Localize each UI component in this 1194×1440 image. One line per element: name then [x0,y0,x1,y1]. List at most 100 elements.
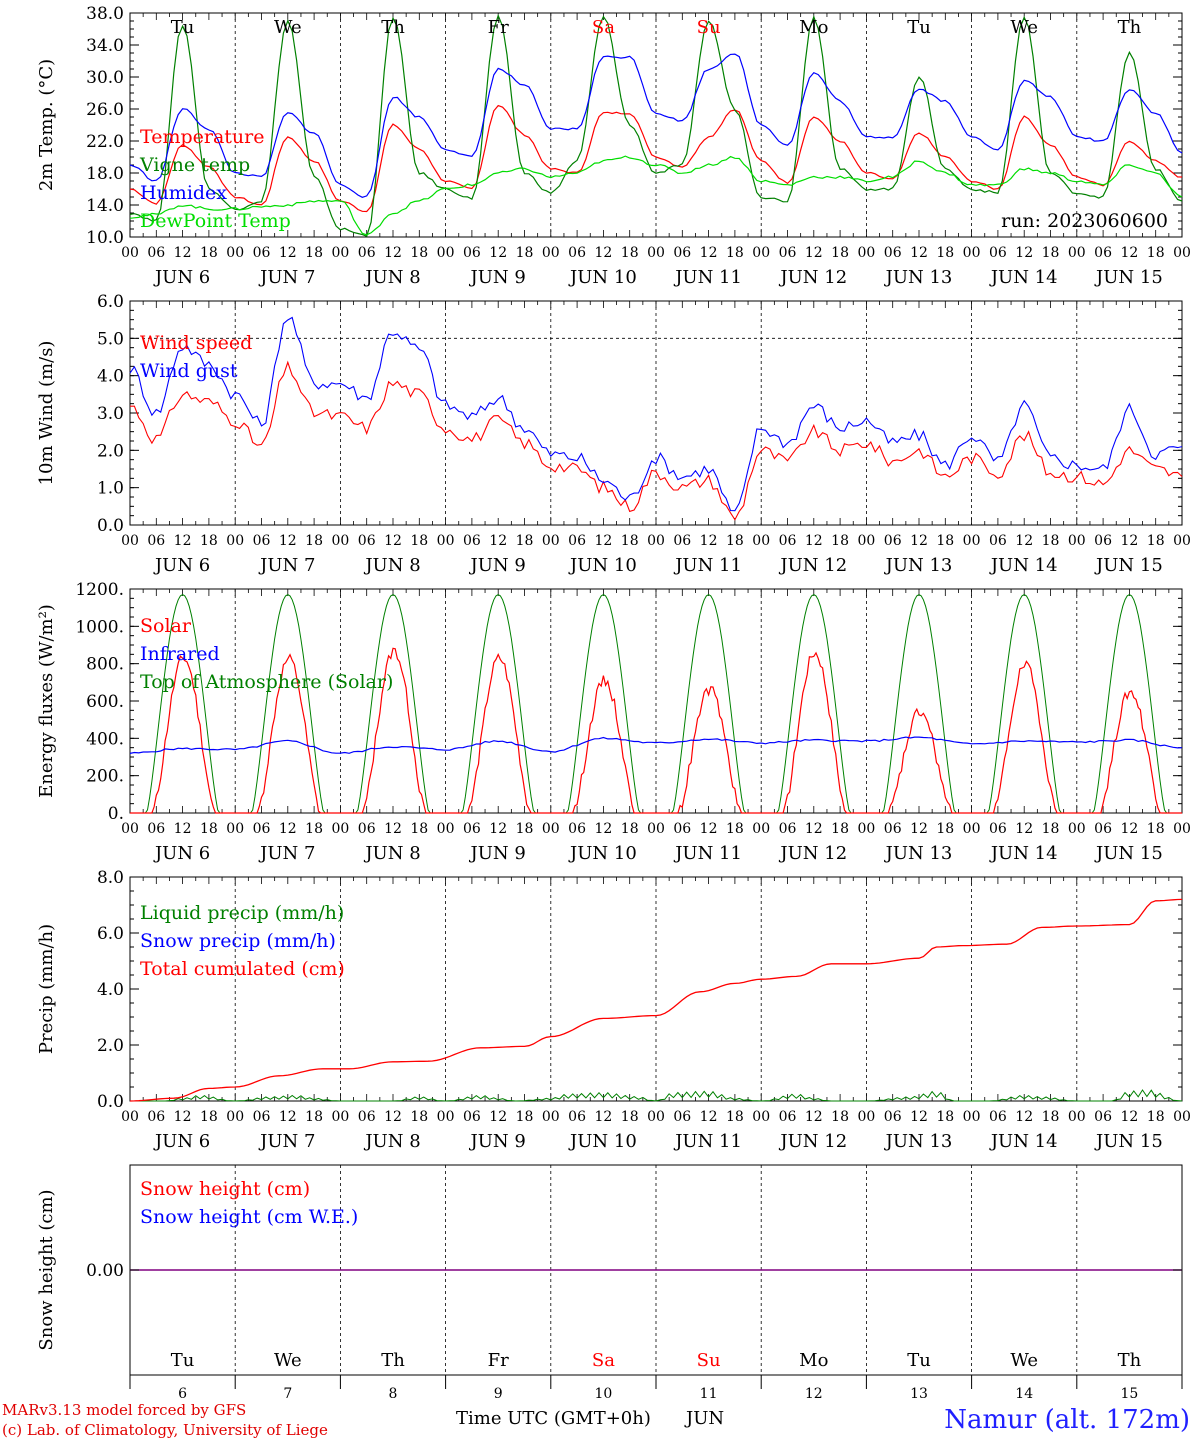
panel-frame [129,300,1183,526]
legend-entry: Humidex [140,182,227,204]
y-tick-label: 34.0 [86,36,124,56]
y-axis-label: 10m Wind (m/s) [36,341,57,486]
y-tick-label: 800. [86,655,124,675]
hour-tick-label: 06 [989,1109,1007,1125]
y-tick-label: 30.0 [86,68,124,88]
y-tick-label: 14.0 [86,196,124,216]
hour-tick-label: 06 [253,245,271,261]
run-label: run: 2023060600 [1001,210,1168,232]
hour-tick-label: 00 [542,245,560,261]
hour-tick-label: 06 [989,245,1007,261]
y-tick-label: 200. [86,767,124,787]
hour-tick-label: 00 [963,245,981,261]
series-infrared [129,736,1183,754]
y-tick-label: 0.00 [86,1261,124,1281]
day-name: Tu [171,17,195,38]
bottom-day-name: Mo [799,1350,828,1371]
hour-tick-label: 12 [910,821,928,837]
series-wind-gust [129,316,1183,512]
hour-tick-label: 12 [805,1109,823,1125]
hour-tick-label: 00 [331,1109,349,1125]
toa-solar-day-3 [340,594,446,814]
hour-tick-label: 12 [1120,533,1138,549]
date-label: JUN 13 [884,1131,953,1152]
hour-tick-label: 06 [463,245,481,261]
hour-tick-label: 18 [305,821,323,837]
hour-tick-label: 06 [884,533,902,549]
hour-tick-label: 12 [174,1109,192,1125]
y-tick-label: 1.0 [97,479,124,499]
x-axis-title: Time UTC (GMT+0h) [456,1408,651,1429]
legend-entry: Temperature [140,126,264,148]
hour-tick-label: 00 [857,533,875,549]
hour-tick-label: 00 [1173,533,1191,549]
hour-tick-label: 06 [1094,245,1112,261]
y-tick-label: 5.0 [97,329,124,349]
hour-tick-label: 18 [305,245,323,261]
hour-tick-label: 00 [331,245,349,261]
hour-tick-label: 12 [1120,1109,1138,1125]
toa-solar-day-4 [445,594,551,814]
toa-solar-day-9 [971,594,1077,814]
hour-tick-label: 06 [358,533,376,549]
hour-tick-label: 00 [963,1109,981,1125]
toa-solar-day-8 [866,594,972,814]
legend-entry: Liquid precip (mm/h) [140,902,344,924]
hour-tick-label: 18 [305,533,323,549]
solar-day-3 [340,647,446,814]
hour-tick-label: 00 [226,533,244,549]
hour-tick-label: 18 [410,245,428,261]
time-axis-1: 00 06 12 18 00 06 12 18 00 06 12 18 00 06 12 18 00 06 12 18… [121,245,1191,288]
date-label: JUN 6 [153,267,210,288]
toa-solar-day-10 [1076,594,1182,814]
hour-tick-label: 06 [147,821,165,837]
y-axis-label: 2m Temp. (°C) [36,59,57,191]
time-axis-3: 00 06 12 18 00 06 12 18 00 06 12 18 00 06 12 18 00 06 12 18… [121,821,1191,864]
bottom-day-number: 15 [1120,1386,1138,1402]
day-name: Th [381,17,405,38]
hour-tick-label: 12 [279,245,297,261]
bottom-day-name: Fr [488,1350,509,1371]
toa-solar-day-6 [656,594,762,814]
hour-tick-label: 12 [805,533,823,549]
date-label: JUN 7 [258,843,315,864]
y-tick-label: 26.0 [86,100,124,120]
y-axis-3: 0. 200. 400. 600. 800. 1000. 1200. Energy fluxe… [36,580,1182,824]
legend-entry: Top of Atmosphere (Solar) [140,671,393,693]
hour-tick-label: 18 [516,245,534,261]
solar-day-10 [1076,690,1182,814]
date-label: JUN 6 [153,843,210,864]
y-tick-label: 6.0 [97,292,124,312]
hour-tick-label: 18 [621,245,639,261]
y-axis-2: 0.0 1.0 2.0 3.0 4.0 5.0 6.0 10m Wind (m/s) [36,292,1182,536]
date-label: JUN 10 [568,267,637,288]
hour-tick-label: 12 [1015,245,1033,261]
date-label: JUN 12 [778,1131,847,1152]
hour-tick-label: 06 [673,533,691,549]
hour-tick-label: 18 [1147,533,1165,549]
hour-tick-label: 18 [1147,821,1165,837]
hour-tick-label: 06 [989,821,1007,837]
hour-tick-label: 00 [226,821,244,837]
hour-tick-label: 12 [384,533,402,549]
hour-tick-label: 18 [516,533,534,549]
hour-tick-label: 18 [410,533,428,549]
hour-tick-label: 06 [147,533,165,549]
hour-tick-label: 00 [121,1109,139,1125]
hour-tick-label: 06 [463,533,481,549]
date-label: JUN 8 [363,1131,420,1152]
date-label: JUN 11 [673,1131,742,1152]
panel-2 [129,300,1183,526]
hour-tick-label: 06 [568,821,586,837]
model-credit: MARv3.13 model forced by GFS [2,1401,246,1419]
bottom-day-number: 6 [178,1386,187,1402]
hour-tick-label: 12 [489,821,507,837]
hour-tick-label: 18 [936,1109,954,1125]
hour-tick-label: 06 [1094,821,1112,837]
hour-tick-label: 00 [647,1109,665,1125]
hour-tick-label: 12 [1120,245,1138,261]
day-name: Fr [488,17,509,38]
solar-day-4 [445,653,551,814]
hour-tick-label: 12 [489,1109,507,1125]
hour-tick-label: 06 [989,533,1007,549]
